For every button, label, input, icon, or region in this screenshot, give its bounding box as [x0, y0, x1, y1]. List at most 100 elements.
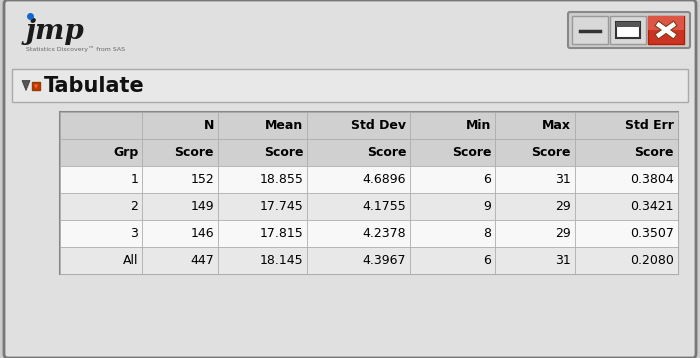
Text: Min: Min: [466, 119, 491, 132]
Bar: [12, 69, 688, 102]
Bar: [496, 247, 575, 274]
Text: 152: 152: [190, 173, 214, 186]
Text: jmp: jmp: [26, 18, 85, 45]
Text: N: N: [204, 119, 214, 132]
Text: 6: 6: [484, 254, 491, 267]
Bar: [32, 82, 40, 90]
Text: 17.815: 17.815: [260, 227, 303, 240]
Text: 0.3421: 0.3421: [631, 200, 674, 213]
Text: 0.3804: 0.3804: [630, 173, 674, 186]
Bar: [60, 112, 142, 139]
Bar: [60, 112, 678, 274]
Bar: [410, 112, 496, 139]
Bar: [142, 166, 218, 193]
Bar: [496, 193, 575, 220]
Bar: [575, 112, 678, 139]
Text: Std Dev: Std Dev: [351, 119, 406, 132]
Text: 18.855: 18.855: [259, 173, 303, 186]
Bar: [218, 220, 307, 247]
Text: 29: 29: [555, 227, 571, 240]
Bar: [218, 112, 307, 139]
Bar: [575, 193, 678, 220]
Bar: [575, 220, 678, 247]
Bar: [142, 220, 218, 247]
Bar: [218, 193, 307, 220]
Bar: [60, 139, 142, 166]
Text: 29: 29: [555, 200, 571, 213]
Bar: [60, 247, 142, 274]
Bar: [218, 247, 307, 274]
Text: 149: 149: [190, 200, 214, 213]
Bar: [218, 166, 307, 193]
Bar: [610, 16, 646, 44]
Text: Score: Score: [367, 146, 406, 159]
Text: 31: 31: [555, 254, 571, 267]
Bar: [307, 220, 410, 247]
Bar: [142, 247, 218, 274]
Text: 4.6896: 4.6896: [363, 173, 406, 186]
Bar: [648, 16, 684, 44]
Bar: [218, 139, 307, 166]
Text: 8: 8: [483, 227, 491, 240]
Text: 447: 447: [190, 254, 214, 267]
Bar: [575, 247, 678, 274]
Text: 146: 146: [190, 227, 214, 240]
Bar: [60, 193, 142, 220]
Text: 4.2378: 4.2378: [363, 227, 406, 240]
Text: Score: Score: [174, 146, 214, 159]
Text: Statistics Discovery™ from SAS: Statistics Discovery™ from SAS: [26, 46, 125, 52]
Text: Tabulate: Tabulate: [44, 76, 145, 96]
Text: 31: 31: [555, 173, 571, 186]
Bar: [410, 193, 496, 220]
Text: Score: Score: [531, 146, 571, 159]
Bar: [648, 16, 684, 30]
Bar: [307, 139, 410, 166]
Bar: [496, 166, 575, 193]
Polygon shape: [34, 84, 38, 88]
Bar: [496, 220, 575, 247]
Bar: [8, 4, 692, 69]
Bar: [307, 193, 410, 220]
Text: 4.3967: 4.3967: [363, 254, 406, 267]
Bar: [575, 139, 678, 166]
Text: All: All: [123, 254, 139, 267]
Text: 18.145: 18.145: [260, 254, 303, 267]
Bar: [572, 16, 608, 44]
Bar: [410, 139, 496, 166]
FancyBboxPatch shape: [568, 12, 690, 48]
Bar: [616, 22, 640, 38]
Bar: [496, 112, 575, 139]
Text: 4.1755: 4.1755: [363, 200, 406, 213]
Bar: [496, 139, 575, 166]
Text: 1: 1: [130, 173, 139, 186]
Text: 6: 6: [484, 173, 491, 186]
Bar: [616, 22, 640, 27]
Polygon shape: [22, 81, 30, 91]
Text: Max: Max: [542, 119, 571, 132]
FancyBboxPatch shape: [4, 0, 696, 358]
Bar: [410, 220, 496, 247]
Text: 0.2080: 0.2080: [630, 254, 674, 267]
Bar: [60, 166, 142, 193]
Text: Std Err: Std Err: [625, 119, 674, 132]
Text: Score: Score: [264, 146, 303, 159]
Bar: [410, 166, 496, 193]
Text: 9: 9: [484, 200, 491, 213]
Text: 17.745: 17.745: [260, 200, 303, 213]
Text: Mean: Mean: [265, 119, 303, 132]
Bar: [60, 220, 142, 247]
Text: 3: 3: [130, 227, 139, 240]
Text: 0.3507: 0.3507: [630, 227, 674, 240]
Bar: [410, 247, 496, 274]
Bar: [142, 139, 218, 166]
Text: Score: Score: [634, 146, 674, 159]
Bar: [307, 247, 410, 274]
Bar: [307, 166, 410, 193]
Text: Score: Score: [452, 146, 491, 159]
Bar: [307, 112, 410, 139]
Bar: [575, 166, 678, 193]
Bar: [142, 193, 218, 220]
Text: Grp: Grp: [113, 146, 139, 159]
Text: 2: 2: [130, 200, 139, 213]
Bar: [142, 112, 218, 139]
